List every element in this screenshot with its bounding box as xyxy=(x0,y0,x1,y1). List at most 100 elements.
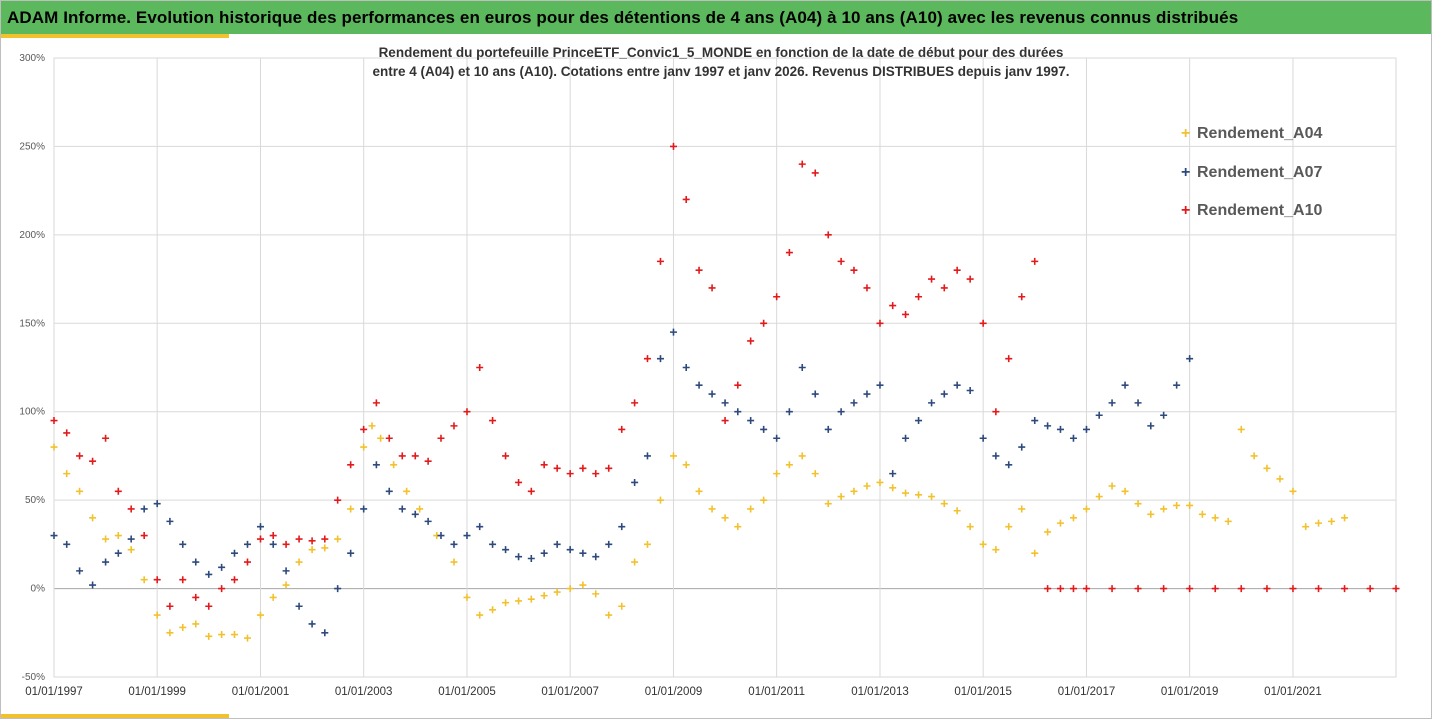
data-point xyxy=(1315,519,1323,527)
data-point xyxy=(411,510,419,518)
data-point xyxy=(785,249,793,257)
data-point xyxy=(553,464,561,472)
y-tick-label: 150% xyxy=(19,318,45,329)
data-point xyxy=(114,549,122,557)
data-point xyxy=(695,381,703,389)
data-point xyxy=(398,505,406,513)
data-point xyxy=(553,540,561,548)
x-tick-label: 01/01/1997 xyxy=(25,686,83,698)
data-point xyxy=(127,546,135,554)
chart-subtitle-line-1: Rendement du portefeuille PrinceETF_Conv… xyxy=(378,45,1064,60)
data-point xyxy=(889,470,897,478)
data-point xyxy=(334,535,342,543)
data-point xyxy=(308,620,316,628)
data-point xyxy=(1366,585,1374,593)
data-point xyxy=(1056,425,1064,433)
data-point xyxy=(837,493,845,501)
data-point xyxy=(1160,585,1168,593)
data-point xyxy=(876,381,884,389)
data-point xyxy=(218,631,226,639)
data-point xyxy=(876,478,884,486)
legend-label-a04: Rendement_A04 xyxy=(1197,125,1323,142)
data-point xyxy=(669,328,677,336)
data-point xyxy=(1031,417,1039,425)
data-point xyxy=(256,535,264,543)
data-point xyxy=(1121,487,1129,495)
data-point xyxy=(760,496,768,504)
data-point xyxy=(889,484,897,492)
data-point xyxy=(656,496,664,504)
y-tick-label: 50% xyxy=(25,495,45,506)
data-point xyxy=(269,532,277,540)
legend-item-a10: + Rendement_A10 xyxy=(1181,202,1322,226)
data-point xyxy=(1056,585,1064,593)
y-tick-label: 0% xyxy=(31,584,46,595)
data-point xyxy=(760,319,768,327)
data-point xyxy=(269,593,277,601)
y-tick-label: 250% xyxy=(19,141,45,152)
data-point xyxy=(102,558,110,566)
data-point xyxy=(1173,381,1181,389)
data-point xyxy=(1186,355,1194,363)
data-point xyxy=(321,629,329,637)
series-Rendement_A10 xyxy=(50,142,1400,610)
data-point xyxy=(940,284,948,292)
data-point xyxy=(63,540,71,548)
x-tick-label: 01/01/2003 xyxy=(335,686,393,698)
data-point xyxy=(502,599,510,607)
data-point xyxy=(385,487,393,495)
data-point xyxy=(1134,399,1142,407)
data-point xyxy=(1198,510,1206,518)
data-point xyxy=(1044,528,1052,536)
data-point xyxy=(992,546,1000,554)
data-point xyxy=(527,487,535,495)
data-point xyxy=(179,623,187,631)
data-point xyxy=(798,452,806,460)
y-tick-label: 200% xyxy=(19,230,45,241)
chart-subtitle-line-2: entre 4 (A04) et 10 ans (A10). Cotations… xyxy=(372,64,1070,79)
data-point xyxy=(347,461,355,469)
data-point xyxy=(824,500,832,508)
data-point xyxy=(1302,523,1310,531)
data-point xyxy=(450,558,458,566)
data-point xyxy=(605,464,613,472)
data-point xyxy=(902,489,910,497)
data-point xyxy=(424,517,432,525)
data-point xyxy=(1005,461,1013,469)
data-point xyxy=(192,593,200,601)
data-point xyxy=(1289,585,1297,593)
data-point xyxy=(476,364,484,371)
data-point xyxy=(347,549,355,557)
data-point xyxy=(463,532,471,540)
data-point xyxy=(915,417,923,425)
data-point xyxy=(1224,517,1232,525)
data-point xyxy=(1276,475,1284,483)
x-tick-label: 01/01/2009 xyxy=(645,686,703,698)
data-point xyxy=(773,470,781,478)
data-point xyxy=(863,390,871,398)
data-point xyxy=(218,585,226,593)
data-point xyxy=(321,535,329,543)
data-point xyxy=(1005,355,1013,363)
data-point xyxy=(1263,585,1271,593)
data-point xyxy=(953,507,961,515)
x-tick-label: 01/01/1999 xyxy=(128,686,186,698)
data-point xyxy=(1134,585,1142,593)
data-point xyxy=(50,443,58,451)
data-point xyxy=(166,629,174,637)
data-point xyxy=(734,523,742,531)
data-point xyxy=(1173,501,1181,509)
data-point xyxy=(773,293,781,301)
data-point xyxy=(476,523,484,531)
data-point xyxy=(368,422,376,430)
legend-marker-a10: + xyxy=(1181,202,1191,219)
data-point xyxy=(579,581,587,589)
data-point xyxy=(411,452,419,460)
data-point xyxy=(347,505,355,513)
data-point xyxy=(63,470,71,478)
data-point xyxy=(372,399,380,407)
data-point xyxy=(1160,411,1168,419)
data-point xyxy=(450,540,458,548)
data-point xyxy=(979,434,987,442)
